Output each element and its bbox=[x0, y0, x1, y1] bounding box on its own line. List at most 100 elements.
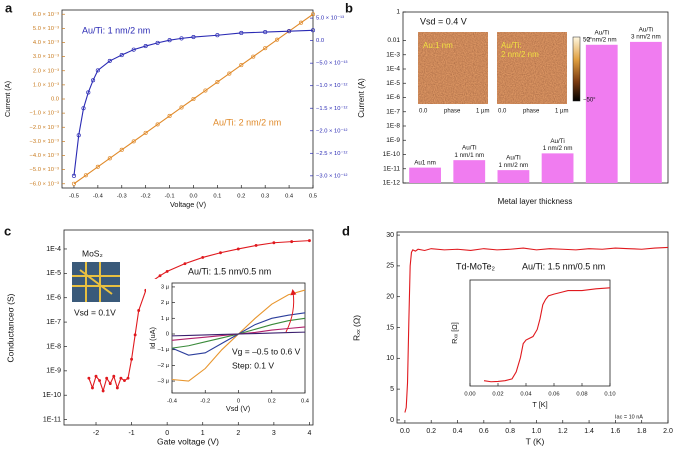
x-tick-label: 0.8 bbox=[505, 428, 515, 435]
y-tick-label: −5.0 × 10⁻³ bbox=[30, 167, 60, 173]
y-tick-label: 0 bbox=[390, 417, 394, 424]
data-point bbox=[290, 240, 294, 244]
data-point bbox=[137, 309, 141, 312]
data-point bbox=[263, 30, 268, 35]
panel-letter: c bbox=[4, 223, 11, 238]
data-point bbox=[191, 34, 196, 40]
bar bbox=[541, 153, 574, 183]
data-point bbox=[131, 47, 136, 52]
x-axis-label: Gate voltage (V) bbox=[157, 436, 219, 446]
annotation: 50° bbox=[583, 38, 593, 44]
data-point bbox=[165, 269, 169, 273]
data-point bbox=[215, 79, 220, 85]
x-tick-label: 0.00 bbox=[464, 392, 475, 398]
y-tick-label: –2 µ bbox=[158, 363, 170, 369]
annotation: Vsd = 0.1V bbox=[74, 307, 116, 317]
annotation: Vsd = 0.4 V bbox=[420, 16, 467, 26]
data-point bbox=[158, 274, 162, 278]
y-axis-label: Rₓₓ [Ω] bbox=[450, 322, 459, 344]
bar bbox=[585, 44, 618, 184]
y-tick-label: 1.0 × 10⁻³ bbox=[33, 82, 59, 88]
category-label: Au/Ti 1 nm/2 nm bbox=[499, 154, 529, 168]
x-tick-label: -0.3 bbox=[117, 194, 127, 200]
data-point bbox=[275, 37, 280, 42]
x-tick-label: 0.10 bbox=[604, 392, 615, 398]
y-tick-label: 1E-7 bbox=[386, 108, 400, 115]
data-point bbox=[119, 376, 123, 380]
data-point bbox=[94, 374, 98, 378]
x-axis-label: T (K) bbox=[526, 436, 545, 446]
x-axis-label: T [K] bbox=[532, 400, 547, 409]
y-tick-label: 30 bbox=[386, 232, 394, 239]
data-point bbox=[203, 88, 208, 93]
x-tick-label: 0.4 bbox=[285, 194, 294, 200]
x-tick-label: 1.8 bbox=[637, 428, 647, 435]
x-tick-label: 0.2 bbox=[268, 399, 276, 405]
category-label: Au/Ti 2 nm/2 nm bbox=[587, 29, 617, 43]
data-point bbox=[101, 389, 105, 393]
annotation: Au/Ti: 1.5 nm/0.5 nm bbox=[188, 266, 271, 276]
y-tick-label: –3 µ bbox=[158, 379, 170, 385]
y-tick-label: 1 bbox=[396, 9, 400, 16]
x-tick-label: -2 bbox=[93, 430, 99, 437]
y-tick-label: 1E-6 bbox=[386, 94, 400, 101]
x-tick-label: 0 bbox=[165, 430, 169, 437]
data-point bbox=[307, 239, 311, 243]
bar bbox=[630, 41, 662, 183]
y2-tick-label: 5.0 × 10⁻¹³ bbox=[316, 16, 344, 22]
x-tick-label: 1.0 bbox=[532, 428, 542, 435]
data-point bbox=[119, 53, 124, 58]
annotation: 1 µm bbox=[476, 109, 489, 115]
category-label: Au/Ti 3 nm/2 nm bbox=[631, 26, 661, 40]
y-axis-label: Current (A) bbox=[357, 78, 366, 118]
data-point bbox=[71, 181, 77, 186]
data-point bbox=[179, 105, 184, 110]
data-point bbox=[287, 29, 292, 34]
y2-tick-label: −2.5 × 10⁻¹² bbox=[316, 151, 347, 157]
data-point bbox=[254, 243, 258, 247]
annotation: 0.0 bbox=[419, 109, 428, 115]
data-point bbox=[298, 20, 304, 25]
y-axis-label: Rₓₓ (Ω) bbox=[351, 315, 361, 341]
colorbar bbox=[572, 36, 581, 102]
data-point bbox=[272, 241, 276, 245]
y-tick-label: 1E-6 bbox=[46, 295, 61, 302]
data-point bbox=[251, 54, 256, 59]
data-point bbox=[81, 106, 86, 111]
x-tick-label: 0.06 bbox=[548, 392, 559, 398]
y-tick-label: 10 bbox=[386, 355, 394, 362]
y-tick-label: 0.0 bbox=[51, 97, 59, 103]
data-point bbox=[215, 33, 220, 38]
data-point bbox=[91, 386, 94, 390]
y-tick-label: 1E-12 bbox=[383, 180, 401, 187]
data-point bbox=[108, 382, 112, 386]
y-tick-label: −3.0 × 10⁻³ bbox=[30, 139, 60, 145]
y-tick-label: 1E-5 bbox=[46, 270, 61, 277]
y2-tick-label: −1.0 × 10⁻¹² bbox=[316, 83, 347, 89]
y-tick-label: 1E-11 bbox=[383, 165, 400, 172]
x-tick-label: 0.4 bbox=[301, 399, 310, 405]
plot-frame bbox=[469, 279, 611, 387]
y-tick-label: 1E-3 bbox=[386, 51, 400, 58]
data-point bbox=[183, 262, 187, 266]
category-label: Au/Ti 1 nm/1 nm bbox=[454, 144, 484, 158]
x-tick-label: -0.1 bbox=[165, 194, 175, 200]
x-tick-label: -0.2 bbox=[141, 194, 151, 200]
data-point bbox=[239, 30, 244, 36]
x-tick-label: 0.4 bbox=[453, 428, 463, 435]
bar bbox=[497, 170, 530, 183]
x-tick-label: 2 bbox=[236, 430, 240, 437]
series-label: Au/Ti: 1 nm/2 nm bbox=[82, 25, 150, 35]
y-tick-label: 3 µ bbox=[161, 284, 170, 290]
y-tick-label: 0 bbox=[166, 332, 169, 338]
y-tick-label: −1.0 × 10⁻³ bbox=[30, 111, 60, 117]
y-tick-label: −4.0 × 10⁻³ bbox=[30, 153, 60, 159]
y-tick-label: 1E-9 bbox=[386, 137, 400, 144]
x-axis-label: Voltage (V) bbox=[170, 200, 206, 209]
data-point bbox=[107, 58, 112, 63]
annotation: Au:1 nm bbox=[423, 41, 453, 50]
y-tick-label: 1E-9 bbox=[46, 368, 61, 375]
y-tick-label: 20 bbox=[386, 294, 394, 301]
y-tick-label: 25 bbox=[386, 263, 394, 270]
data-point bbox=[167, 38, 172, 43]
